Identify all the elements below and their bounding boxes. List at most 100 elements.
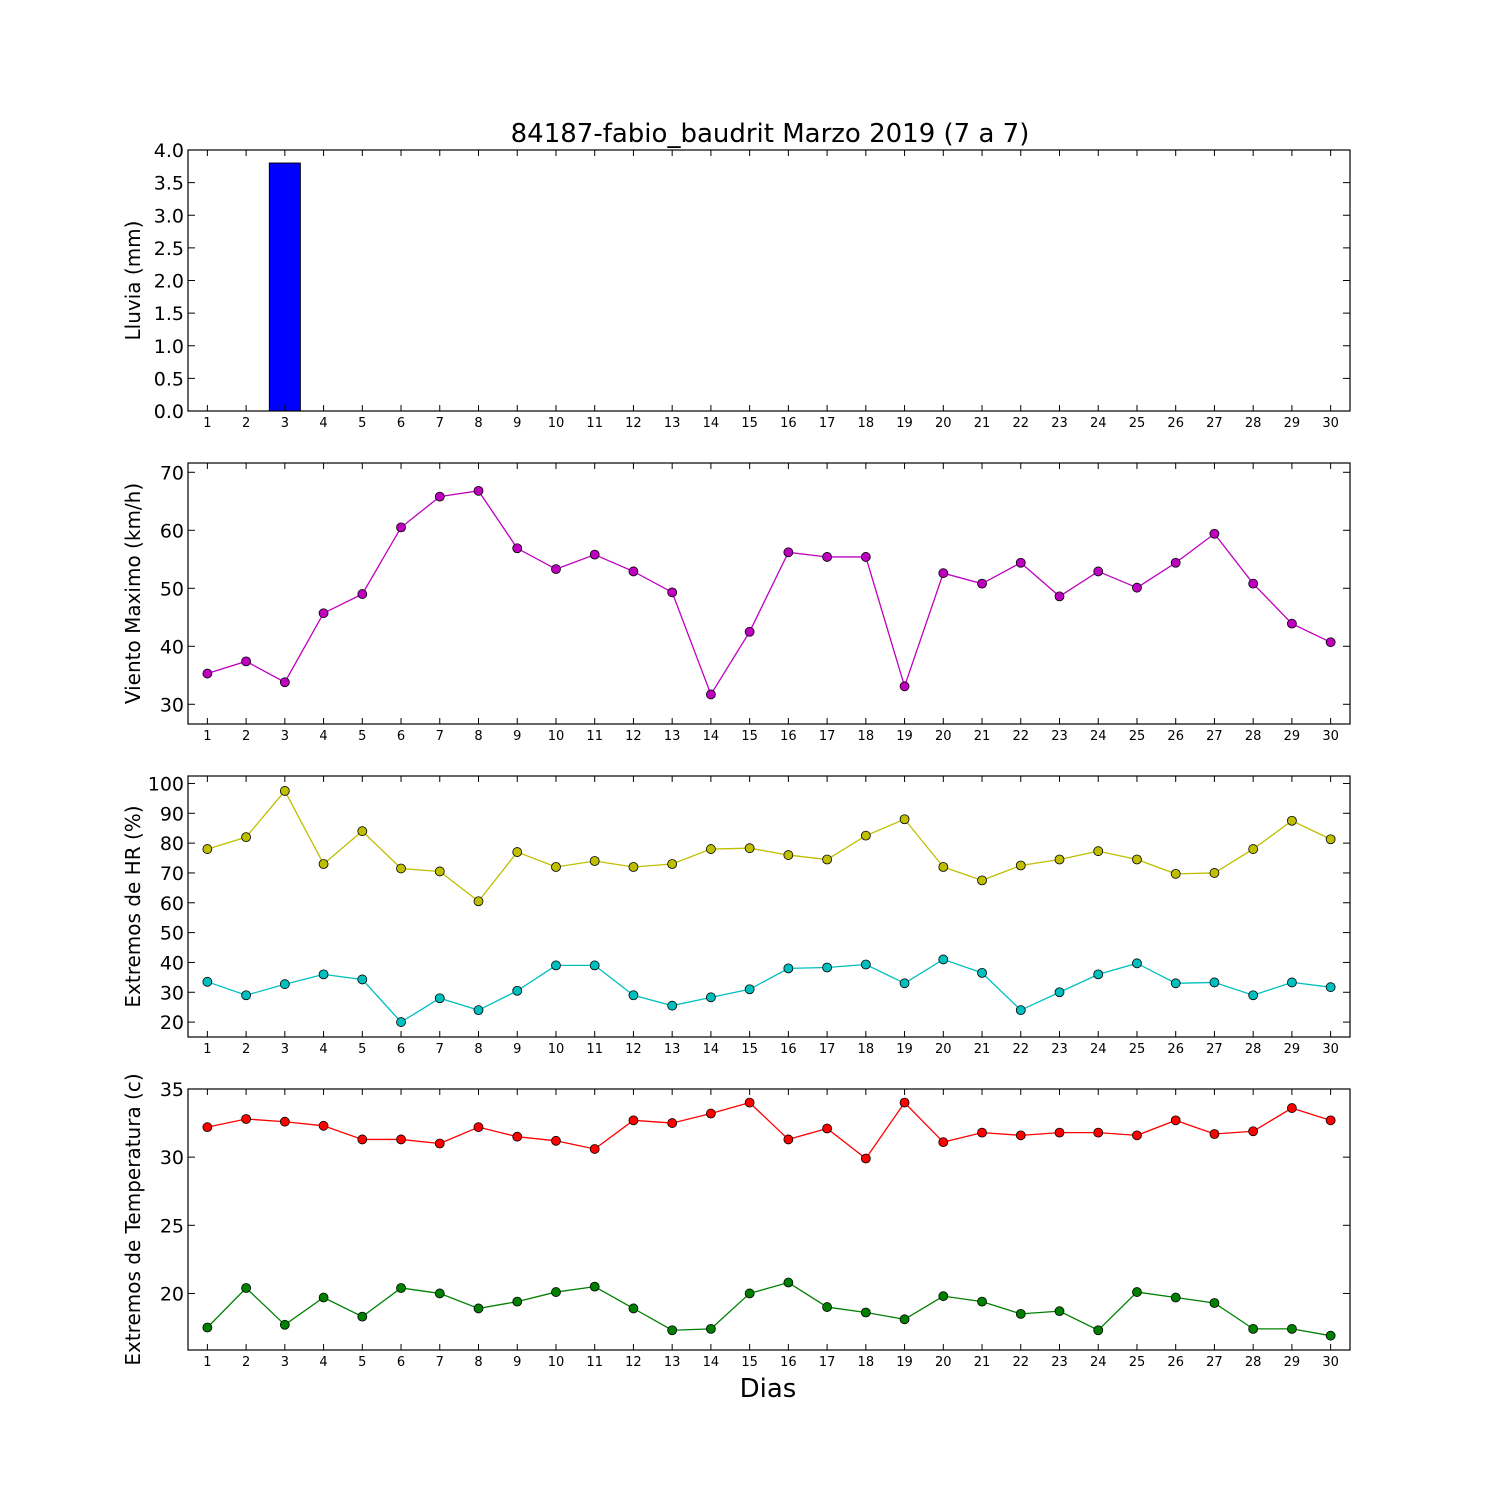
x-tick-label-28: 28 (1245, 416, 1262, 431)
y-tick-label-20: 20 (160, 1283, 184, 1305)
data-point-s1-d16 (783, 1134, 794, 1145)
data-point-s1-d24 (1093, 566, 1104, 577)
y-tick-label-80: 80 (160, 833, 184, 855)
data-point-s2-d8 (473, 1303, 484, 1314)
data-point-s1-d25 (1132, 1130, 1142, 1141)
data-point-s1-d17 (822, 552, 832, 562)
x-tick-label-9: 9 (513, 416, 521, 431)
x-tick-label-30: 30 (1322, 729, 1339, 744)
data-point-s1-d15 (744, 843, 755, 854)
x-tick-label-13: 13 (664, 729, 681, 744)
data-point-s1-d5 (357, 826, 368, 837)
data-point-s1-d28 (1248, 844, 1259, 854)
x-tick-label-12: 12 (625, 729, 642, 744)
x-tick-label-14: 14 (703, 416, 720, 431)
x-tick-label-23: 23 (1051, 1355, 1068, 1370)
x-tick-label-13: 13 (664, 1355, 681, 1370)
data-point-s1-d22 (1015, 1130, 1026, 1141)
data-point-s1-d29 (1287, 815, 1297, 826)
y-axis-label-viento: Viento Maximo (km/h) (121, 483, 145, 704)
data-point-s2-d4 (318, 969, 329, 980)
x-tick-label-26: 26 (1167, 729, 1184, 744)
x-tick-label-21: 21 (974, 729, 991, 744)
data-point-s2-d28 (1248, 990, 1259, 1001)
x-tick-label-20: 20 (935, 1042, 952, 1057)
data-point-s1-d6 (396, 522, 406, 533)
x-tick-label-21: 21 (974, 1042, 991, 1057)
x-tick-label-1: 1 (203, 1355, 211, 1370)
data-point-s2-d11 (589, 1281, 600, 1292)
x-tick-label-17: 17 (819, 1042, 836, 1057)
x-tick-label-18: 18 (858, 416, 875, 431)
data-point-s1-d21 (977, 875, 987, 886)
data-point-s2-d20 (938, 954, 949, 965)
panel-viento: 1 2 3 4 5 6 7 8 9 10 11 12 13 14 15 16 17 18 19 20 21 22 23 24 2… (121, 462, 1351, 744)
x-tick-label-4: 4 (319, 1042, 327, 1057)
x-tick-label-29: 29 (1284, 1042, 1301, 1057)
x-tick-label-7: 7 (436, 729, 444, 744)
data-point-s2-d15 (744, 984, 755, 995)
x-tick-label-12: 12 (625, 1042, 642, 1057)
x-tick-label-3: 3 (281, 1355, 289, 1370)
data-point-s1-d13 (667, 859, 678, 869)
data-point-s2-d25 (1132, 958, 1142, 969)
data-point-s1-d4 (318, 859, 329, 869)
data-point-s2-d22 (1015, 1005, 1026, 1016)
x-tick-label-2: 2 (242, 729, 250, 744)
series-line-2 (206, 1281, 1331, 1337)
data-point-s1-d19 (899, 1097, 910, 1108)
x-tick-label-12: 12 (625, 1355, 642, 1370)
data-point-s1-d1 (202, 844, 213, 854)
x-tick-label-25: 25 (1129, 416, 1146, 431)
data-point-s2-d14 (706, 1323, 716, 1334)
panel-lluvia: 1 2 3 4 5 6 7 8 9 10 11 12 13 14 15 16 17 18 19 20 21 22 23 24 2… (121, 140, 1351, 431)
data-point-s1-d21 (977, 578, 987, 589)
x-tick-label-28: 28 (1245, 729, 1262, 744)
data-point-s2-d10 (551, 960, 561, 971)
data-point-s2-d18 (860, 1307, 871, 1318)
data-point-s1-d3 (279, 1116, 290, 1127)
x-tick-label-2: 2 (242, 1355, 250, 1370)
data-point-s1-d25 (1132, 854, 1142, 865)
y-tick-label-0.0: 0.0 (154, 401, 184, 423)
x-tick-label-27: 27 (1206, 729, 1223, 744)
data-point-s1-d10 (551, 564, 561, 575)
data-point-s2-d17 (822, 962, 832, 973)
y-tick-label-2.5: 2.5 (154, 238, 184, 260)
x-tick-label-10: 10 (548, 1042, 565, 1057)
x-tick-label-19: 19 (896, 1355, 913, 1370)
x-tick-label-3: 3 (281, 1042, 289, 1057)
x-tick-label-23: 23 (1051, 416, 1068, 431)
x-tick-label-15: 15 (741, 416, 758, 431)
data-point-s2-d23 (1054, 1306, 1065, 1317)
data-point-s1-d2 (241, 656, 252, 667)
x-tick-label-29: 29 (1284, 416, 1301, 431)
data-point-s1-d8 (473, 485, 484, 496)
plot-frame (187, 149, 1351, 412)
y-tick-label-25: 25 (160, 1215, 184, 1237)
data-point-s1-d7 (434, 1138, 445, 1149)
chart-title: 84187-fabio_baudrit Marzo 2019 (7 a 7) (511, 119, 1030, 149)
x-tick-label-6: 6 (397, 1355, 405, 1370)
data-point-s1-d24 (1093, 1127, 1104, 1138)
data-point-s2-d1 (202, 976, 213, 987)
x-tick-label-27: 27 (1206, 416, 1223, 431)
data-point-s1-d15 (744, 626, 755, 637)
x-tick-label-4: 4 (319, 1355, 327, 1370)
data-point-s1-d5 (357, 589, 368, 599)
data-point-s1-d12 (628, 1115, 639, 1126)
data-point-s1-d1 (202, 1122, 213, 1133)
series-line-1 (207, 490, 1331, 696)
data-point-s2-d2 (241, 1283, 252, 1293)
data-point-s1-d11 (589, 549, 600, 560)
data-point-s1-d4 (318, 1120, 329, 1131)
data-point-s2-d30 (1325, 1330, 1336, 1341)
data-point-s2-d4 (318, 1292, 329, 1303)
x-tick-label-24: 24 (1090, 416, 1107, 431)
data-point-s2-d26 (1170, 978, 1181, 989)
data-point-s1-d16 (783, 547, 794, 558)
x-tick-label-26: 26 (1167, 416, 1184, 431)
x-tick-label-11: 11 (586, 1355, 603, 1370)
x-tick-label-23: 23 (1051, 729, 1068, 744)
